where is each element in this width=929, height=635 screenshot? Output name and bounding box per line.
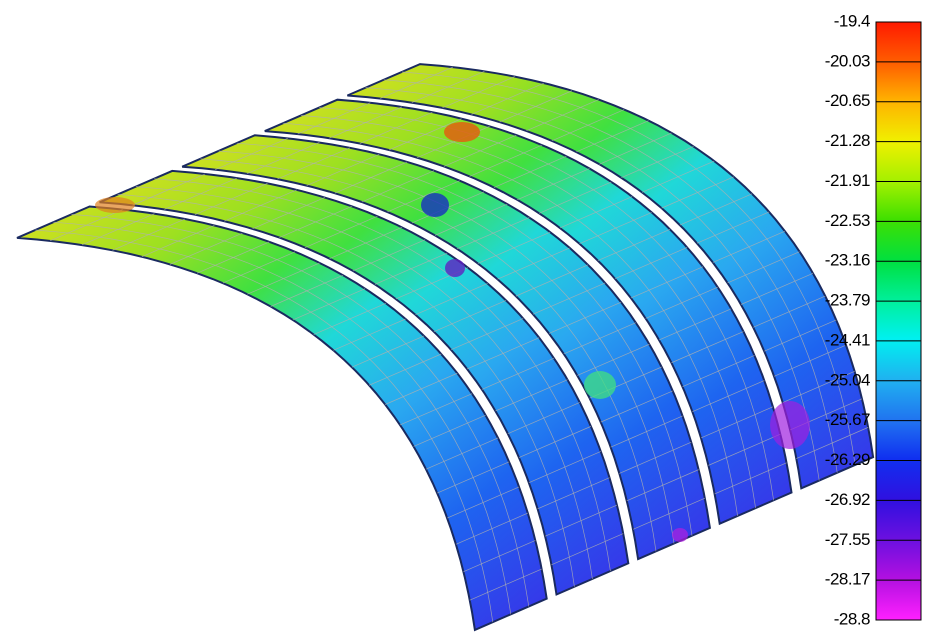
colorbar-label: -25.04 xyxy=(825,370,870,389)
colorbar-label: -27.55 xyxy=(825,530,870,549)
colorbar-label: -25.67 xyxy=(825,410,870,429)
shell-surface xyxy=(17,64,873,630)
colorbar-label: -20.03 xyxy=(825,51,870,70)
colorbar-label: -26.29 xyxy=(825,450,870,469)
colorbar-label: -21.91 xyxy=(825,171,870,190)
colorbar-label: -23.79 xyxy=(825,291,870,310)
colorbar-label: -23.16 xyxy=(825,251,870,270)
colorbar-label: -19.4 xyxy=(834,11,870,30)
colorbar-label: -21.28 xyxy=(825,131,870,150)
contour-plot: -19.4 -20.03 -20.65 -21.28 -21.91 -22.53 -23.1… xyxy=(0,0,929,635)
colorbar-label: -24.41 xyxy=(825,330,870,349)
colorbar-label: -26.92 xyxy=(825,490,870,509)
colorbar-label: -28.17 xyxy=(825,570,870,589)
colorbar-label: -22.53 xyxy=(825,211,870,230)
colorbar-fill xyxy=(876,22,921,620)
colorbar-label: -28.8 xyxy=(834,609,870,628)
colorbar-label: -20.65 xyxy=(825,91,870,110)
colorbar: -19.4 -20.03 -20.65 -21.28 -21.91 -22.53 -23.1… xyxy=(825,11,921,628)
